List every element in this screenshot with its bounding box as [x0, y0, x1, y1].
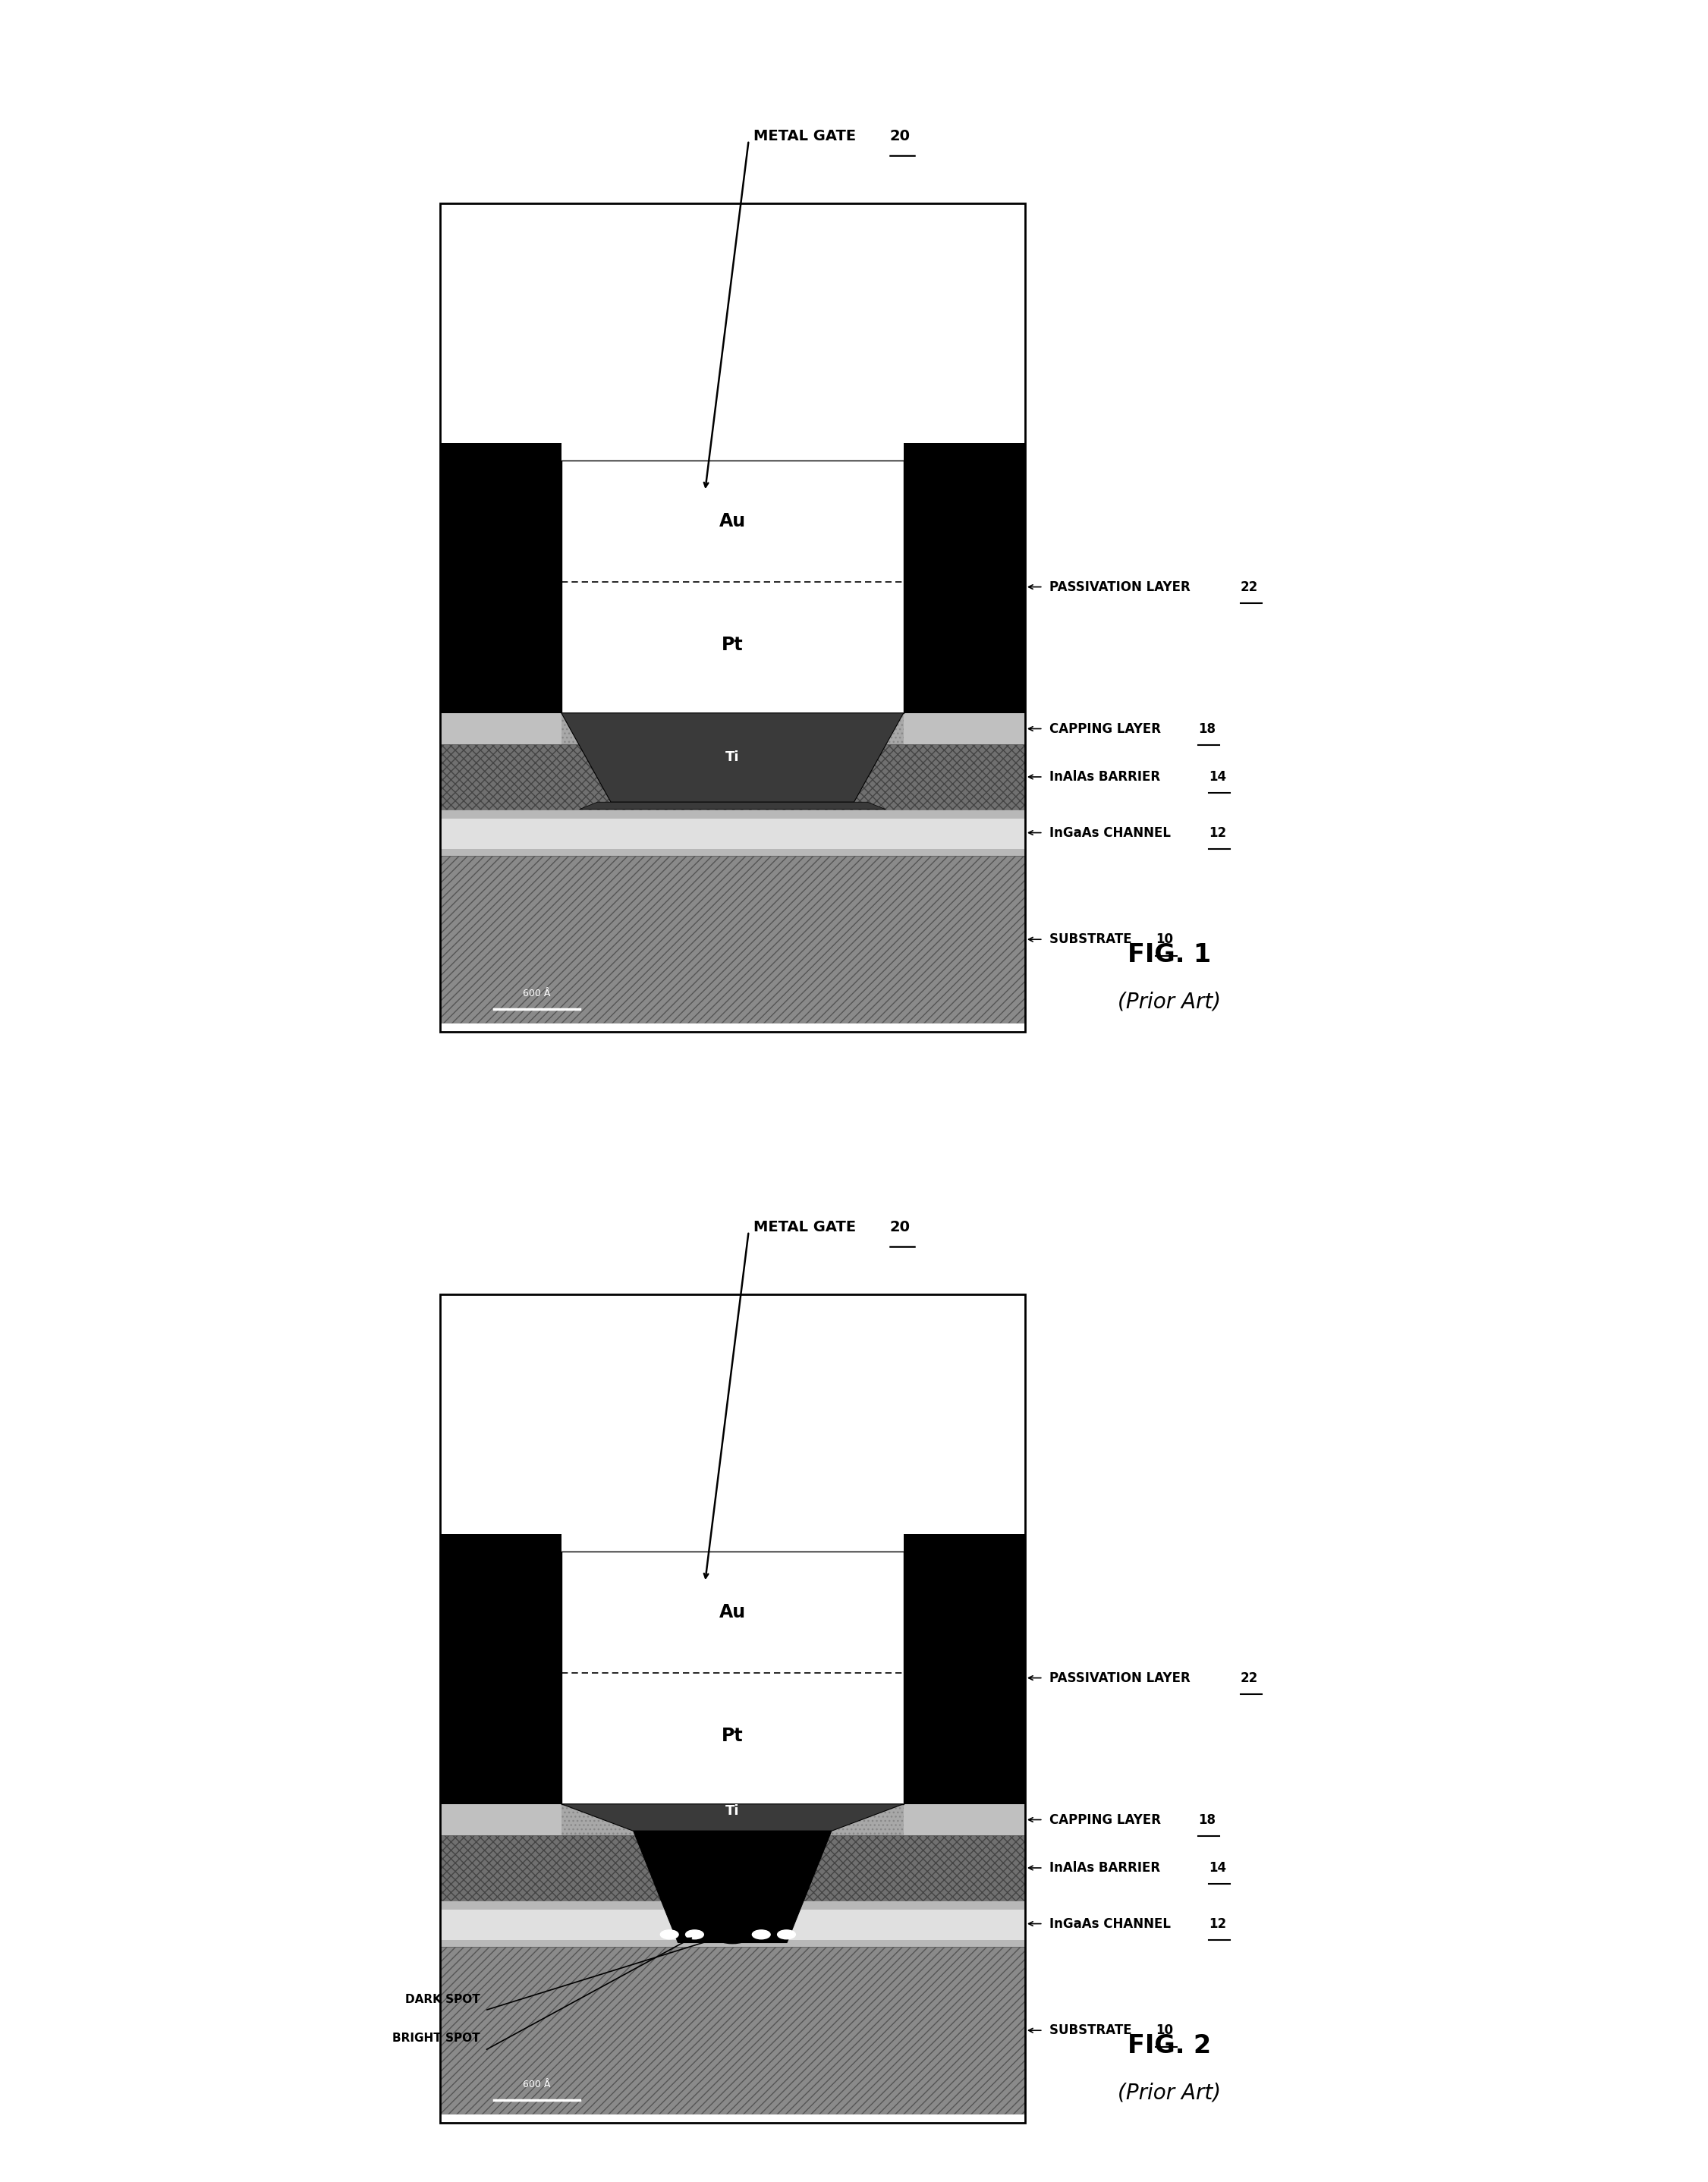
Bar [439, 1909, 1025, 1940]
Text: InAlAs BARRIER: InAlAs BARRIER [1049, 770, 1165, 783]
Text: (Prior Art): (Prior Art) [1117, 2082, 1221, 2103]
Bar [439, 1551, 1025, 1805]
Text: InGaAs CHANNEL: InGaAs CHANNEL [1049, 1918, 1175, 1931]
Text: METAL GATE: METAL GATE [753, 129, 861, 144]
Bar [439, 1835, 1025, 1901]
Text: 10: 10 [1156, 932, 1173, 947]
Bar [904, 1534, 1025, 1805]
Text: FIG. 1: FIG. 1 [1127, 943, 1211, 967]
Text: PASSIVATION LAYER: PASSIVATION LAYER [1049, 1671, 1194, 1685]
Text: PASSIVATION LAYER: PASSIVATION LAYER [1049, 580, 1194, 594]
Polygon shape [562, 714, 904, 803]
Bar [439, 714, 1025, 744]
Text: CAPPING LAYER: CAPPING LAYER [1049, 722, 1165, 735]
Text: 22: 22 [1240, 1671, 1259, 1685]
Text: InAlAs BARRIER: InAlAs BARRIER [1049, 1861, 1165, 1874]
Text: 12: 12 [1209, 827, 1226, 840]
Text: 600 Å: 600 Å [523, 2079, 550, 2090]
Bar [439, 810, 1025, 855]
Text: Ti: Ti [726, 751, 740, 764]
Text: 20: 20 [890, 1220, 910, 1235]
Ellipse shape [777, 1931, 796, 1940]
Text: BRIGHT SPOT: BRIGHT SPOT [393, 2031, 480, 2045]
Text: FIG. 2: FIG. 2 [1127, 2034, 1211, 2058]
Text: DARK SPOT: DARK SPOT [405, 1994, 480, 2005]
Text: Pt: Pt [721, 1726, 743, 1746]
Bar [439, 460, 1025, 714]
Bar [904, 443, 1025, 714]
Text: InGaAs CHANNEL: InGaAs CHANNEL [1049, 827, 1175, 840]
Text: METAL GATE: METAL GATE [753, 1220, 861, 1235]
Text: 14: 14 [1209, 770, 1226, 783]
Ellipse shape [661, 1931, 678, 1940]
Bar [439, 1946, 1025, 2114]
Bar [439, 1901, 1025, 1946]
Bar [439, 443, 562, 714]
Text: Ti: Ti [726, 1805, 740, 1818]
Polygon shape [562, 1805, 904, 1831]
Text: (Prior Art): (Prior Art) [1117, 991, 1221, 1012]
Text: SUBSTRATE: SUBSTRATE [1049, 2023, 1136, 2038]
Bar [904, 714, 1025, 744]
Ellipse shape [685, 1931, 704, 1940]
Polygon shape [634, 1831, 832, 1942]
Bar [562, 460, 904, 714]
Text: 20: 20 [890, 129, 910, 144]
Text: Au: Au [719, 1604, 746, 1621]
Ellipse shape [752, 1931, 770, 1940]
Bar [439, 855, 1025, 1023]
Bar [439, 1805, 1025, 1835]
Ellipse shape [716, 1929, 750, 1944]
Bar [439, 1835, 1025, 1901]
Text: 18: 18 [1199, 1813, 1216, 1826]
Bar [439, 1946, 1025, 2114]
Text: 18: 18 [1199, 722, 1216, 735]
Bar [439, 818, 1025, 849]
Bar [439, 460, 1025, 714]
Bar [904, 1805, 1025, 1835]
Text: 14: 14 [1209, 1861, 1226, 1874]
Bar [439, 1534, 562, 1805]
Text: 12: 12 [1209, 1918, 1226, 1931]
Bar [439, 714, 562, 744]
Text: Au: Au [719, 513, 746, 530]
Text: CAPPING LAYER: CAPPING LAYER [1049, 1813, 1165, 1826]
Bar [439, 203, 1025, 1032]
Text: 22: 22 [1240, 580, 1259, 594]
Bar [439, 744, 1025, 810]
Text: SUBSTRATE: SUBSTRATE [1049, 932, 1136, 947]
Text: Pt: Pt [721, 635, 743, 655]
Bar [439, 855, 1025, 1023]
Bar [439, 1551, 1025, 1805]
Bar [562, 1551, 904, 1805]
Bar [439, 1294, 1025, 2123]
Text: 10: 10 [1156, 2023, 1173, 2038]
Text: 600 Å: 600 Å [523, 988, 550, 999]
Bar [439, 744, 1025, 810]
Bar [439, 1805, 562, 1835]
Bar [439, 714, 1025, 744]
Bar [439, 1805, 1025, 1835]
Polygon shape [579, 803, 885, 810]
